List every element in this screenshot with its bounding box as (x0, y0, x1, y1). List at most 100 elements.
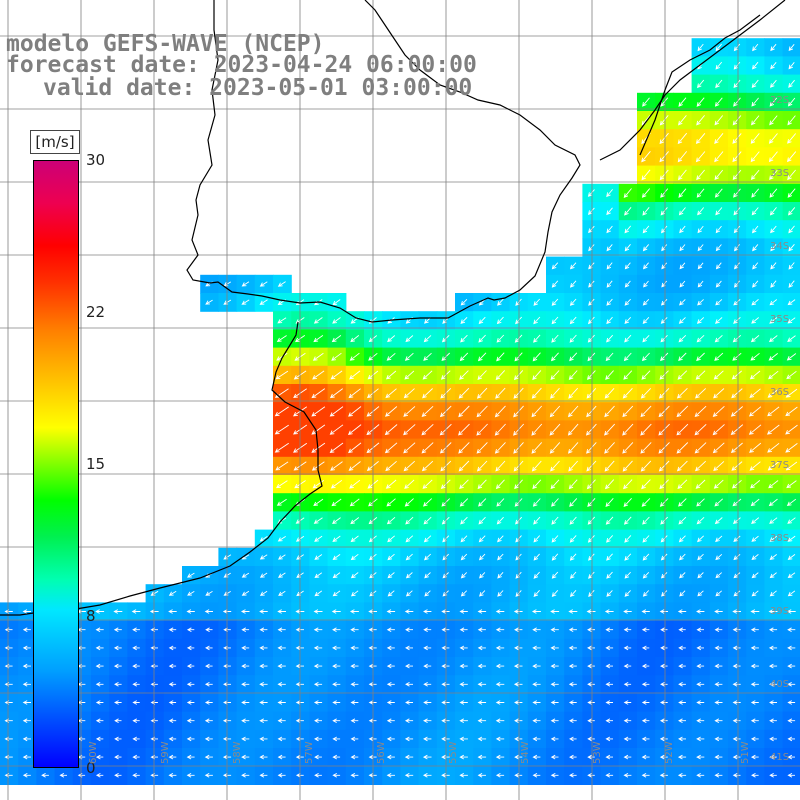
wind-arrow (587, 718, 595, 723)
wind-arrow (241, 299, 250, 305)
wind-arrow (532, 370, 542, 381)
wind-arrow (187, 591, 195, 596)
wind-arrow (477, 754, 487, 760)
wind-arrow (751, 590, 759, 597)
wind-arrow (330, 461, 343, 471)
wind-arrow (459, 700, 468, 705)
wind-arrow (569, 773, 577, 778)
wind-arrow (531, 387, 542, 399)
wind-arrow (587, 663, 595, 669)
wind-arrow (587, 645, 595, 651)
wind-arrow (678, 663, 686, 669)
wind-arrow (677, 773, 687, 778)
lon-label-53w: 53W (592, 741, 603, 764)
wind-arrow (787, 317, 796, 324)
lon-label-55w: 55W (448, 741, 459, 764)
wind-arrow (223, 700, 231, 705)
wind-arrow (604, 442, 615, 454)
wind-arrow (314, 773, 322, 778)
wind-arrow (95, 663, 104, 669)
wind-arrow (314, 554, 323, 560)
wind-arrow (421, 460, 434, 472)
wind-arrow (750, 133, 760, 144)
wind-arrow (405, 627, 413, 632)
wind-arrow (677, 151, 688, 163)
wind-arrow (767, 461, 779, 471)
wind-arrow (386, 663, 395, 669)
wind-arrow (641, 645, 650, 651)
wind-arrow (476, 387, 488, 399)
wind-arrow (787, 682, 796, 687)
wind-arrow (386, 700, 395, 705)
wind-arrow (132, 682, 140, 687)
wind-arrow (770, 43, 777, 52)
wind-arrow (659, 736, 668, 742)
wind-arrow (168, 773, 177, 778)
wind-arrow (259, 299, 268, 305)
wind-arrow (732, 352, 742, 361)
wind-arrow (312, 480, 324, 489)
wind-arrow (678, 352, 687, 362)
wind-arrow (423, 627, 432, 632)
colorbar-unit: [m/s] (30, 130, 80, 154)
wind-arrow (605, 700, 613, 705)
wind-arrow (787, 718, 796, 723)
wind-arrow (550, 682, 559, 687)
wind-arrow (532, 754, 541, 760)
wind-arrow (768, 498, 778, 507)
wind-arrow (587, 352, 596, 362)
wind-arrow (661, 225, 668, 234)
wind-arrow (114, 682, 122, 687)
coastline-south-buenos-aires (0, 321, 323, 616)
wind-arrow (313, 609, 323, 614)
wind-arrow (350, 700, 359, 705)
wind-arrow (348, 442, 362, 454)
wind-arrow (714, 133, 724, 145)
wind-arrow (312, 352, 324, 361)
wind-arrow (587, 497, 596, 508)
wind-arrow (587, 700, 595, 705)
wind-arrow (533, 298, 541, 306)
wind-arrow (259, 590, 268, 596)
wind-arrow (606, 189, 613, 198)
wind-arrow (495, 479, 505, 490)
wind-arrow (749, 461, 761, 471)
wind-arrow (186, 663, 195, 669)
wind-arrow (496, 316, 504, 325)
colorbar-tick-30: 30 (86, 151, 106, 169)
wind-arrow (622, 460, 633, 472)
wind-arrow (532, 352, 541, 362)
wind-arrow (421, 405, 434, 417)
wind-arrow (768, 370, 779, 380)
wind-arrow (405, 700, 413, 705)
wind-arrow (423, 609, 432, 614)
wind-arrow (384, 424, 398, 436)
wind-arrow (751, 79, 759, 89)
wind-arrow (278, 554, 286, 560)
wind-arrow (403, 406, 416, 417)
wind-arrow (769, 754, 777, 760)
wind-arrow (495, 663, 505, 669)
wind-arrow (676, 423, 689, 436)
wind-arrow (587, 334, 595, 343)
wind-arrow (349, 352, 360, 361)
wind-arrow (533, 553, 540, 561)
wind-arrow (495, 460, 506, 472)
wind-arrow (387, 335, 396, 343)
wind-arrow (404, 498, 414, 507)
wind-arrow (113, 609, 123, 614)
wind-arrow (623, 188, 632, 199)
wind-arrow (478, 498, 487, 507)
wind-arrow (422, 388, 433, 399)
wind-arrow (586, 370, 596, 380)
wind-arrow (550, 663, 559, 669)
wind-arrow (659, 700, 668, 705)
wind-arrow (695, 370, 706, 380)
wind-arrow (149, 609, 159, 614)
wind-arrow (787, 590, 796, 597)
wind-arrow (624, 298, 631, 306)
wind-arrow (732, 773, 741, 778)
wind-arrow (569, 262, 577, 270)
wind-arrow (786, 353, 797, 361)
wind-arrow (733, 225, 741, 234)
